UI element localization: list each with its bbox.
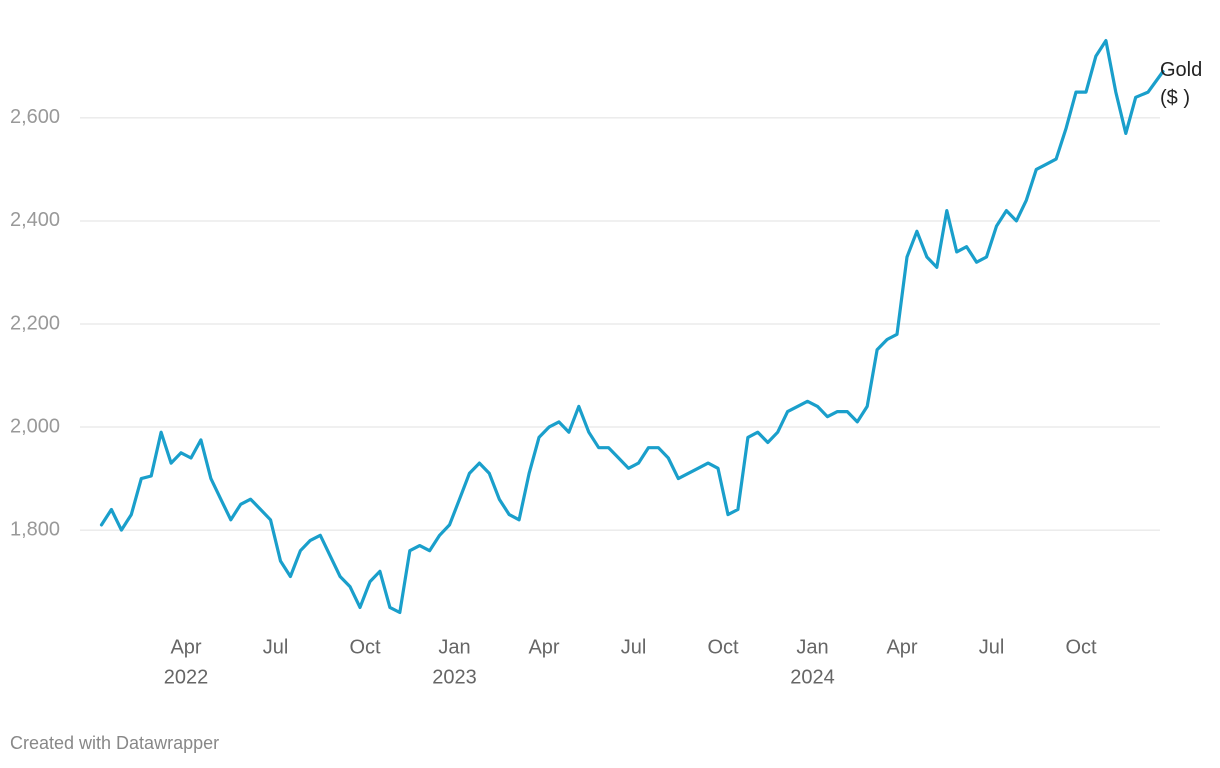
- y-tick-label: 2,400: [10, 209, 60, 231]
- series-label: Gold ($ ): [1160, 59, 1203, 109]
- x-tick-label: Jan: [796, 636, 828, 658]
- x-tick-label: Jan: [438, 636, 470, 658]
- x-tick-label: Oct: [349, 636, 381, 658]
- x-tick-label: Oct: [707, 636, 739, 658]
- x-tick-label: Jul: [263, 636, 289, 658]
- line: [99, 39, 1165, 615]
- y-tick-label: 1,800: [10, 518, 60, 540]
- x-year-label: 2024: [790, 666, 835, 688]
- x-tick-label: Apr: [528, 636, 559, 658]
- y-tick-label: 2,000: [10, 415, 60, 437]
- y-tick-label: 2,600: [10, 106, 60, 128]
- x-tick-label: Oct: [1065, 636, 1097, 658]
- x-year-label: 2023: [432, 666, 477, 688]
- x-year-label: 2022: [164, 666, 209, 688]
- footer: Created with Datawrapper: [10, 733, 220, 753]
- x-tick-label: Jul: [621, 636, 647, 658]
- x-tick-label: Apr: [886, 636, 917, 658]
- x-tick-label: Jul: [979, 636, 1005, 658]
- y-tick-label: 2,200: [10, 312, 60, 334]
- x-tick-label: Apr: [170, 636, 201, 658]
